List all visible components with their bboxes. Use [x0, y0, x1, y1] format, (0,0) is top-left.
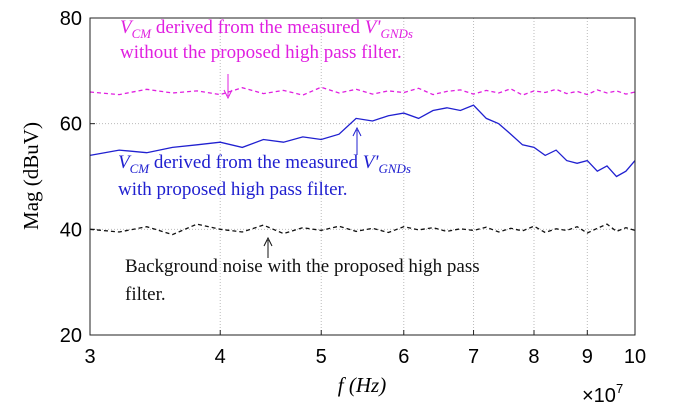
- series-line: [89, 104, 636, 178]
- y-tick-label: 80: [60, 8, 82, 30]
- y-tick-label: 60: [60, 114, 82, 136]
- annotation-part: V': [363, 152, 380, 173]
- x-tick-label: 10: [624, 346, 646, 368]
- y-tick-label: 40: [60, 219, 82, 241]
- x-tick-label: 3: [84, 346, 95, 368]
- annotation-part: CM: [130, 161, 151, 176]
- annotation: with proposed high pass filter.: [118, 179, 348, 200]
- annotation-part: V': [365, 17, 382, 38]
- annotation: Background noise with the proposed high …: [125, 256, 480, 277]
- annotation-part: GNDs: [378, 161, 411, 176]
- annotation-part: CM: [132, 26, 153, 41]
- x-tick-label: 5: [316, 346, 327, 368]
- arrow-head: [263, 236, 273, 247]
- series: [89, 86, 636, 236]
- x-tick-label: 7: [468, 346, 479, 368]
- plot-frame: [89, 17, 636, 336]
- x-tick-label: 8: [528, 346, 539, 368]
- x-axis-label: f (Hz): [338, 373, 386, 397]
- series-line: [89, 86, 636, 96]
- x-tick-label: 9: [582, 346, 593, 368]
- annotation-part: filter.: [125, 284, 166, 305]
- annotation: without the proposed high pass filter.: [120, 42, 402, 63]
- annotation: VCM derived from the measured V'GNDs: [118, 152, 411, 176]
- arrow-head: [352, 126, 362, 137]
- annotation-part: without the proposed high pass filter.: [120, 42, 402, 63]
- annotation-part: derived from the measured: [149, 152, 363, 173]
- arrow-head: [223, 89, 233, 100]
- annotation-part: derived from the measured: [151, 17, 365, 38]
- annotation-part: Background noise with the proposed high …: [125, 256, 480, 277]
- x-tick-label: 4: [215, 346, 226, 368]
- x-multiplier: ×107: [582, 381, 623, 407]
- multiplier-exponent: 7: [616, 381, 623, 396]
- annotation-part: V: [118, 152, 132, 173]
- annotation: filter.: [125, 284, 166, 305]
- annotation-part: with proposed high pass filter.: [118, 179, 348, 200]
- x-tick-label: 6: [398, 346, 409, 368]
- annotation: VCM derived from the measured V'GNDs: [120, 17, 413, 41]
- y-tick-label: 20: [60, 325, 82, 347]
- multiplier-base: ×10: [582, 385, 616, 407]
- y-axis-label: Mag (dBuV): [19, 122, 43, 230]
- annotation-part: GNDs: [380, 26, 413, 41]
- annotation-part: V: [120, 17, 134, 38]
- arrows: [223, 74, 362, 258]
